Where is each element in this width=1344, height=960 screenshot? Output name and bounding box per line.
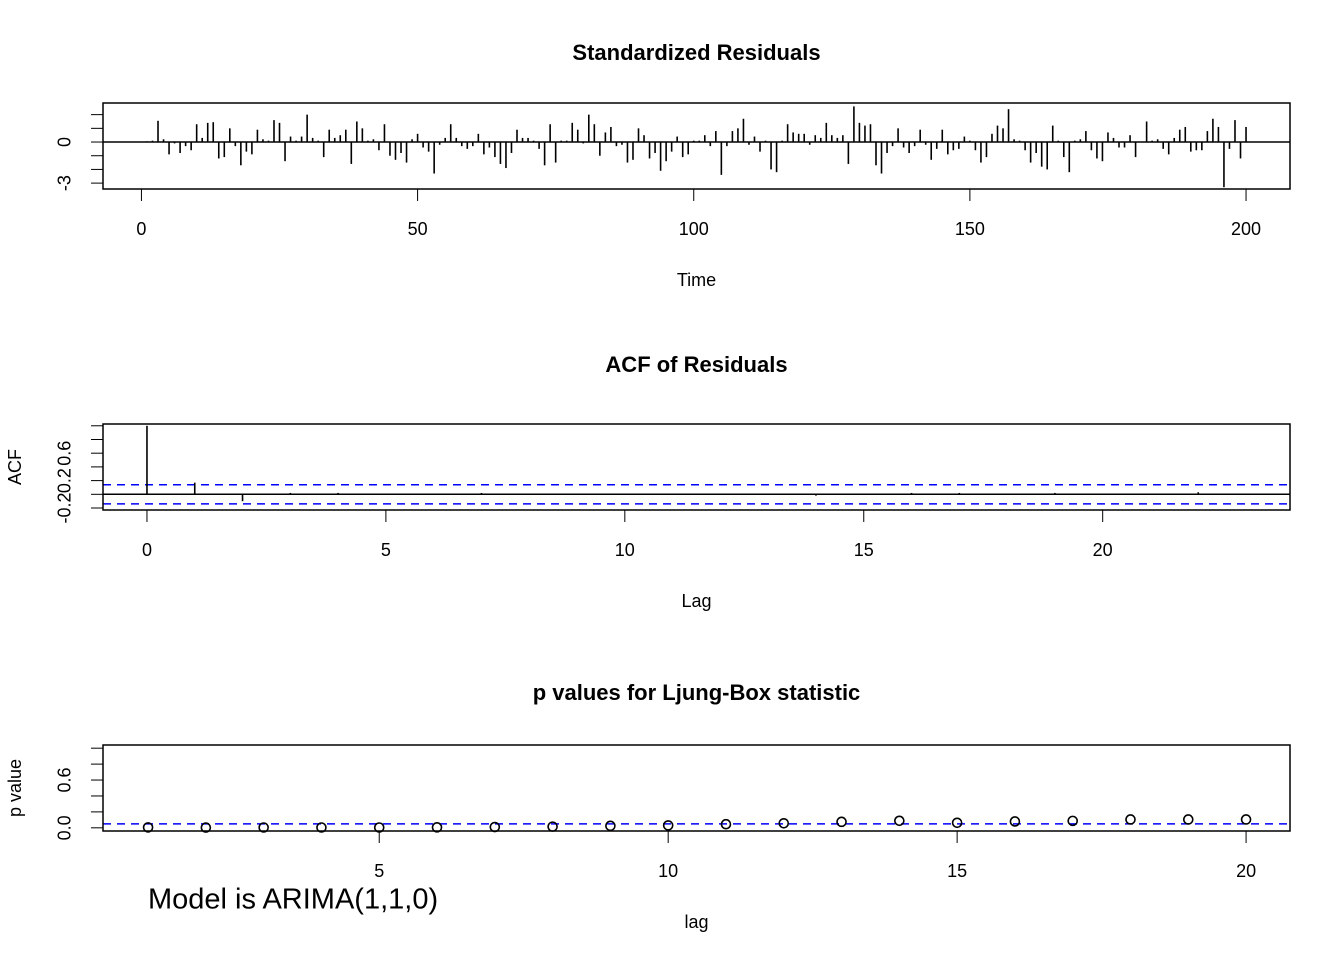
- point: [605, 820, 616, 832]
- x-axis-label: Time: [677, 270, 716, 290]
- x-tick-label: 5: [374, 861, 384, 881]
- y-tick-label: 0.6: [55, 441, 75, 466]
- x-tick-label: 5: [381, 540, 391, 560]
- y-axis-label: ACF: [5, 449, 25, 485]
- point: [1240, 814, 1252, 825]
- x-tick-label: 150: [955, 219, 985, 239]
- y-tick-label: 0: [55, 137, 75, 147]
- chart-title: ACF of Residuals: [605, 352, 787, 377]
- x-tick-label: 50: [408, 219, 428, 239]
- point: [258, 822, 269, 833]
- x-tick-label: 10: [658, 861, 678, 881]
- plot-frame: [102, 423, 1291, 511]
- x-axis-label: Lag: [681, 591, 711, 611]
- chart-title: Standardized Residuals: [572, 40, 820, 65]
- plot-frame: [102, 744, 1291, 832]
- y-tick-label: 0.2: [55, 468, 75, 493]
- x-tick-label: 10: [615, 540, 635, 560]
- x-tick-label: 0: [136, 219, 146, 239]
- x-tick-label: 0: [142, 540, 152, 560]
- x-tick-label: 15: [854, 540, 874, 560]
- plot-frame: [102, 102, 1291, 190]
- point: [1009, 816, 1021, 827]
- x-axis-label: lag: [684, 912, 708, 932]
- annotation: Model is ARIMA(1,1,0): [148, 884, 438, 916]
- point: [662, 820, 674, 831]
- x-tick-label: 20: [1236, 861, 1256, 881]
- point: [373, 822, 385, 833]
- point: [778, 817, 790, 829]
- y-axis-label: p value: [5, 759, 25, 817]
- point: [951, 817, 963, 829]
- y-tick-label: -3: [55, 175, 75, 191]
- x-tick-label: 100: [679, 219, 709, 239]
- y-tick-label: 0.0: [55, 815, 75, 840]
- point: [836, 816, 847, 828]
- x-tick-label: 15: [947, 861, 967, 881]
- x-tick-label: 20: [1093, 540, 1113, 560]
- y-tick-label: -0.2: [55, 492, 75, 523]
- chart-title: p values for Ljung-Box statistic: [533, 680, 861, 705]
- point: [1067, 815, 1079, 827]
- point: [489, 821, 501, 833]
- y-tick-label: 0.6: [55, 768, 75, 793]
- point: [720, 818, 732, 830]
- point: [1125, 814, 1136, 825]
- point: [1182, 814, 1194, 825]
- point: [431, 822, 443, 833]
- point: [200, 822, 212, 833]
- point: [894, 815, 905, 827]
- x-tick-label: 200: [1231, 219, 1261, 239]
- point: [142, 822, 154, 833]
- point: [316, 822, 327, 833]
